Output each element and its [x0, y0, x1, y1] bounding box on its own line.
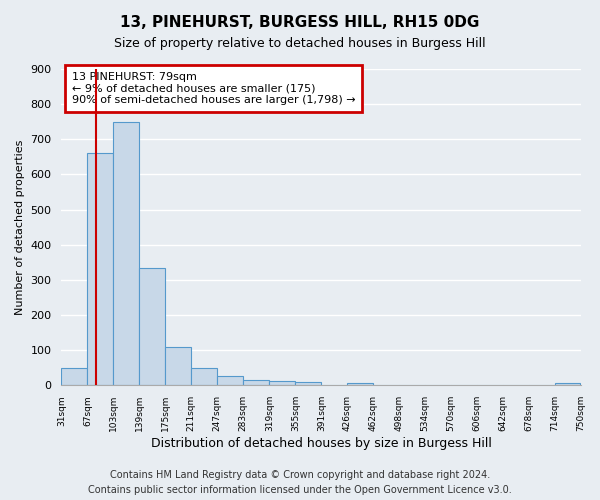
Bar: [295, 382, 322, 386]
Bar: [166, 348, 191, 386]
Bar: [269, 381, 295, 386]
Bar: [347, 382, 373, 386]
Bar: [88, 154, 113, 386]
Text: Contains public sector information licensed under the Open Government Licence v3: Contains public sector information licen…: [88, 485, 512, 495]
X-axis label: Distribution of detached houses by size in Burgess Hill: Distribution of detached houses by size …: [151, 437, 491, 450]
Bar: [61, 368, 88, 386]
Y-axis label: Number of detached properties: Number of detached properties: [15, 140, 25, 315]
Bar: [244, 380, 269, 386]
Text: Contains HM Land Registry data © Crown copyright and database right 2024.: Contains HM Land Registry data © Crown c…: [110, 470, 490, 480]
Text: 13 PINEHURST: 79sqm
← 9% of detached houses are smaller (175)
90% of semi-detach: 13 PINEHURST: 79sqm ← 9% of detached hou…: [72, 72, 355, 106]
Text: Size of property relative to detached houses in Burgess Hill: Size of property relative to detached ho…: [114, 38, 486, 51]
Bar: [554, 382, 580, 386]
Bar: [113, 122, 139, 386]
Bar: [139, 268, 166, 386]
Text: 13, PINEHURST, BURGESS HILL, RH15 0DG: 13, PINEHURST, BURGESS HILL, RH15 0DG: [121, 15, 479, 30]
Bar: [191, 368, 217, 386]
Bar: [217, 376, 244, 386]
